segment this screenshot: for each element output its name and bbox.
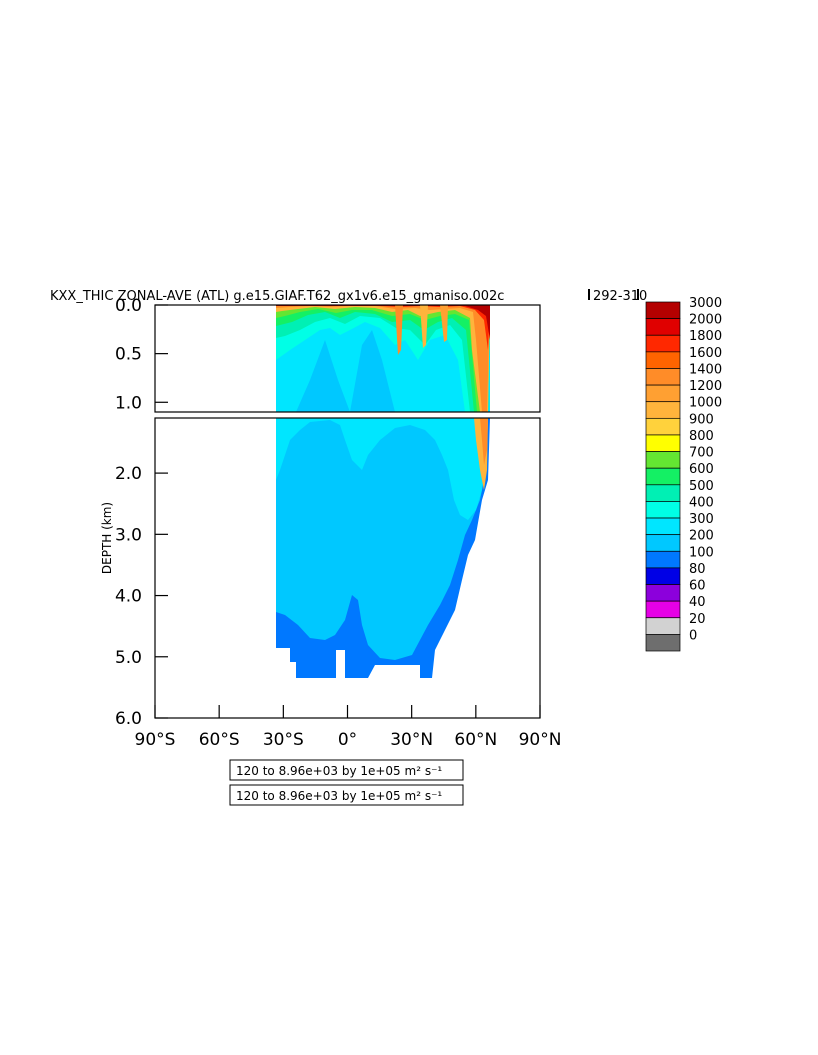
lower-field-300: [276, 418, 488, 660]
colorbar-label: 1000: [689, 396, 722, 411]
colorbar-label: 300: [689, 512, 714, 527]
y-axis-lower: 2.0 3.0 4.0 5.0 6.0: [115, 464, 168, 729]
y-axis-label: DEPTH (km): [100, 502, 114, 574]
upper-field-1000: [276, 305, 490, 412]
colorbar-label: 600: [689, 462, 714, 477]
x-axis: 90°S 60°S 30°S 0° 30°N 60°N 90°N: [135, 705, 562, 750]
y-tick-label: 2.0: [115, 464, 142, 484]
colorbar-swatch: [645, 301, 681, 319]
colorbar-swatch: [645, 484, 681, 502]
colorbar-swatch: [645, 451, 681, 469]
colorbar-swatch: [645, 334, 681, 353]
colorbar-label: 2000: [689, 313, 722, 328]
x-tick-label: 60°N: [454, 730, 497, 750]
colorbar-label: 900: [689, 412, 714, 427]
lower-field-1400: [480, 418, 488, 465]
colorbar-label: 1600: [689, 346, 722, 361]
colorbar-swatch: [645, 417, 681, 436]
colorbar-label: 200: [689, 529, 714, 544]
title-range-left-bar: [588, 289, 590, 300]
info-box-1-text: 120 to 8.96e+03 by 1e+05 m² s⁻¹: [236, 764, 442, 778]
colorbar-label: 80: [689, 562, 706, 577]
lower-panel: [276, 418, 490, 678]
colorbar-swatch: [645, 501, 681, 519]
colorbar-swatch: [645, 318, 681, 336]
colorbar-label: 1800: [689, 329, 722, 344]
colorbar-label: 1200: [689, 379, 722, 394]
colorbar-label: 20: [689, 612, 706, 627]
info-box-2-text: 120 to 8.96e+03 by 1e+05 m² s⁻¹: [236, 789, 442, 803]
colorbar-swatch: [645, 617, 681, 635]
x-tick-label: 60°S: [199, 730, 240, 750]
colorbar-label: 500: [689, 479, 714, 494]
colorbar-swatch: [645, 550, 681, 569]
colorbar-label: 700: [689, 446, 714, 461]
colorbar-swatch: [645, 351, 681, 369]
y-axis-upper: 0.0 0.5 1.0: [115, 296, 168, 413]
title-range: 292-310: [588, 289, 647, 304]
lower-field-400: [276, 418, 488, 520]
x-tick-label: 30°N: [390, 730, 433, 750]
colorbar-swatch: [645, 434, 681, 452]
upper-plume-3: [440, 305, 448, 342]
title-range-text: 292-310: [593, 289, 647, 304]
upper-panel-frame: [154, 304, 541, 413]
title-range-right-bar: [637, 289, 639, 300]
upper-plume-2: [420, 305, 428, 348]
y-tick-label: 0.0: [115, 296, 142, 316]
y-tick-label: 1.0: [115, 393, 142, 413]
colorbar-swatch: [645, 517, 681, 536]
colorbar-swatch: [645, 467, 681, 486]
upper-field-400: [276, 305, 490, 412]
colorbar-swatch: [645, 600, 681, 619]
x-tick-label: 90°N: [519, 730, 562, 750]
colorbar-label: 800: [689, 429, 714, 444]
colorbar-swatch: [645, 384, 681, 403]
colorbar-label: 400: [689, 495, 714, 510]
upper-plume-1: [395, 305, 403, 355]
x-tick-label: 90°S: [135, 730, 176, 750]
colorbar-swatch: [645, 567, 681, 585]
colorbar: 3000200018001600140012001000900800700600…: [645, 296, 722, 652]
colorbar-label: 0: [689, 628, 697, 643]
colorbar-label: 1400: [689, 362, 722, 377]
colorbar-label: 3000: [689, 296, 722, 311]
y-tick-label: 4.0: [115, 587, 142, 607]
chart-title: KXX_THIC ZONAL-AVE (ATL) g.e15.GIAF.T62_…: [50, 289, 504, 304]
info-box-2: 120 to 8.96e+03 by 1e+05 m² s⁻¹: [229, 784, 464, 806]
colorbar-label: 40: [689, 595, 706, 610]
colorbar-label: 60: [689, 579, 706, 594]
colorbar-swatch: [645, 634, 681, 652]
y-tick-label: 3.0: [115, 525, 142, 545]
colorbar-swatch: [645, 401, 681, 419]
upper-panel: [276, 305, 490, 412]
x-tick-label: 0°: [338, 730, 357, 750]
info-box-1: 120 to 8.96e+03 by 1e+05 m² s⁻¹: [229, 759, 464, 781]
colorbar-swatch: [645, 368, 681, 386]
colorbar-swatch: [645, 534, 681, 552]
y-tick-label: 6.0: [115, 709, 142, 729]
colorbar-swatch: [645, 584, 681, 602]
y-tick-label: 0.5: [115, 345, 142, 365]
colorbar-label: 100: [689, 545, 714, 560]
x-tick-label: 30°S: [263, 730, 304, 750]
y-tick-label: 5.0: [115, 648, 142, 668]
